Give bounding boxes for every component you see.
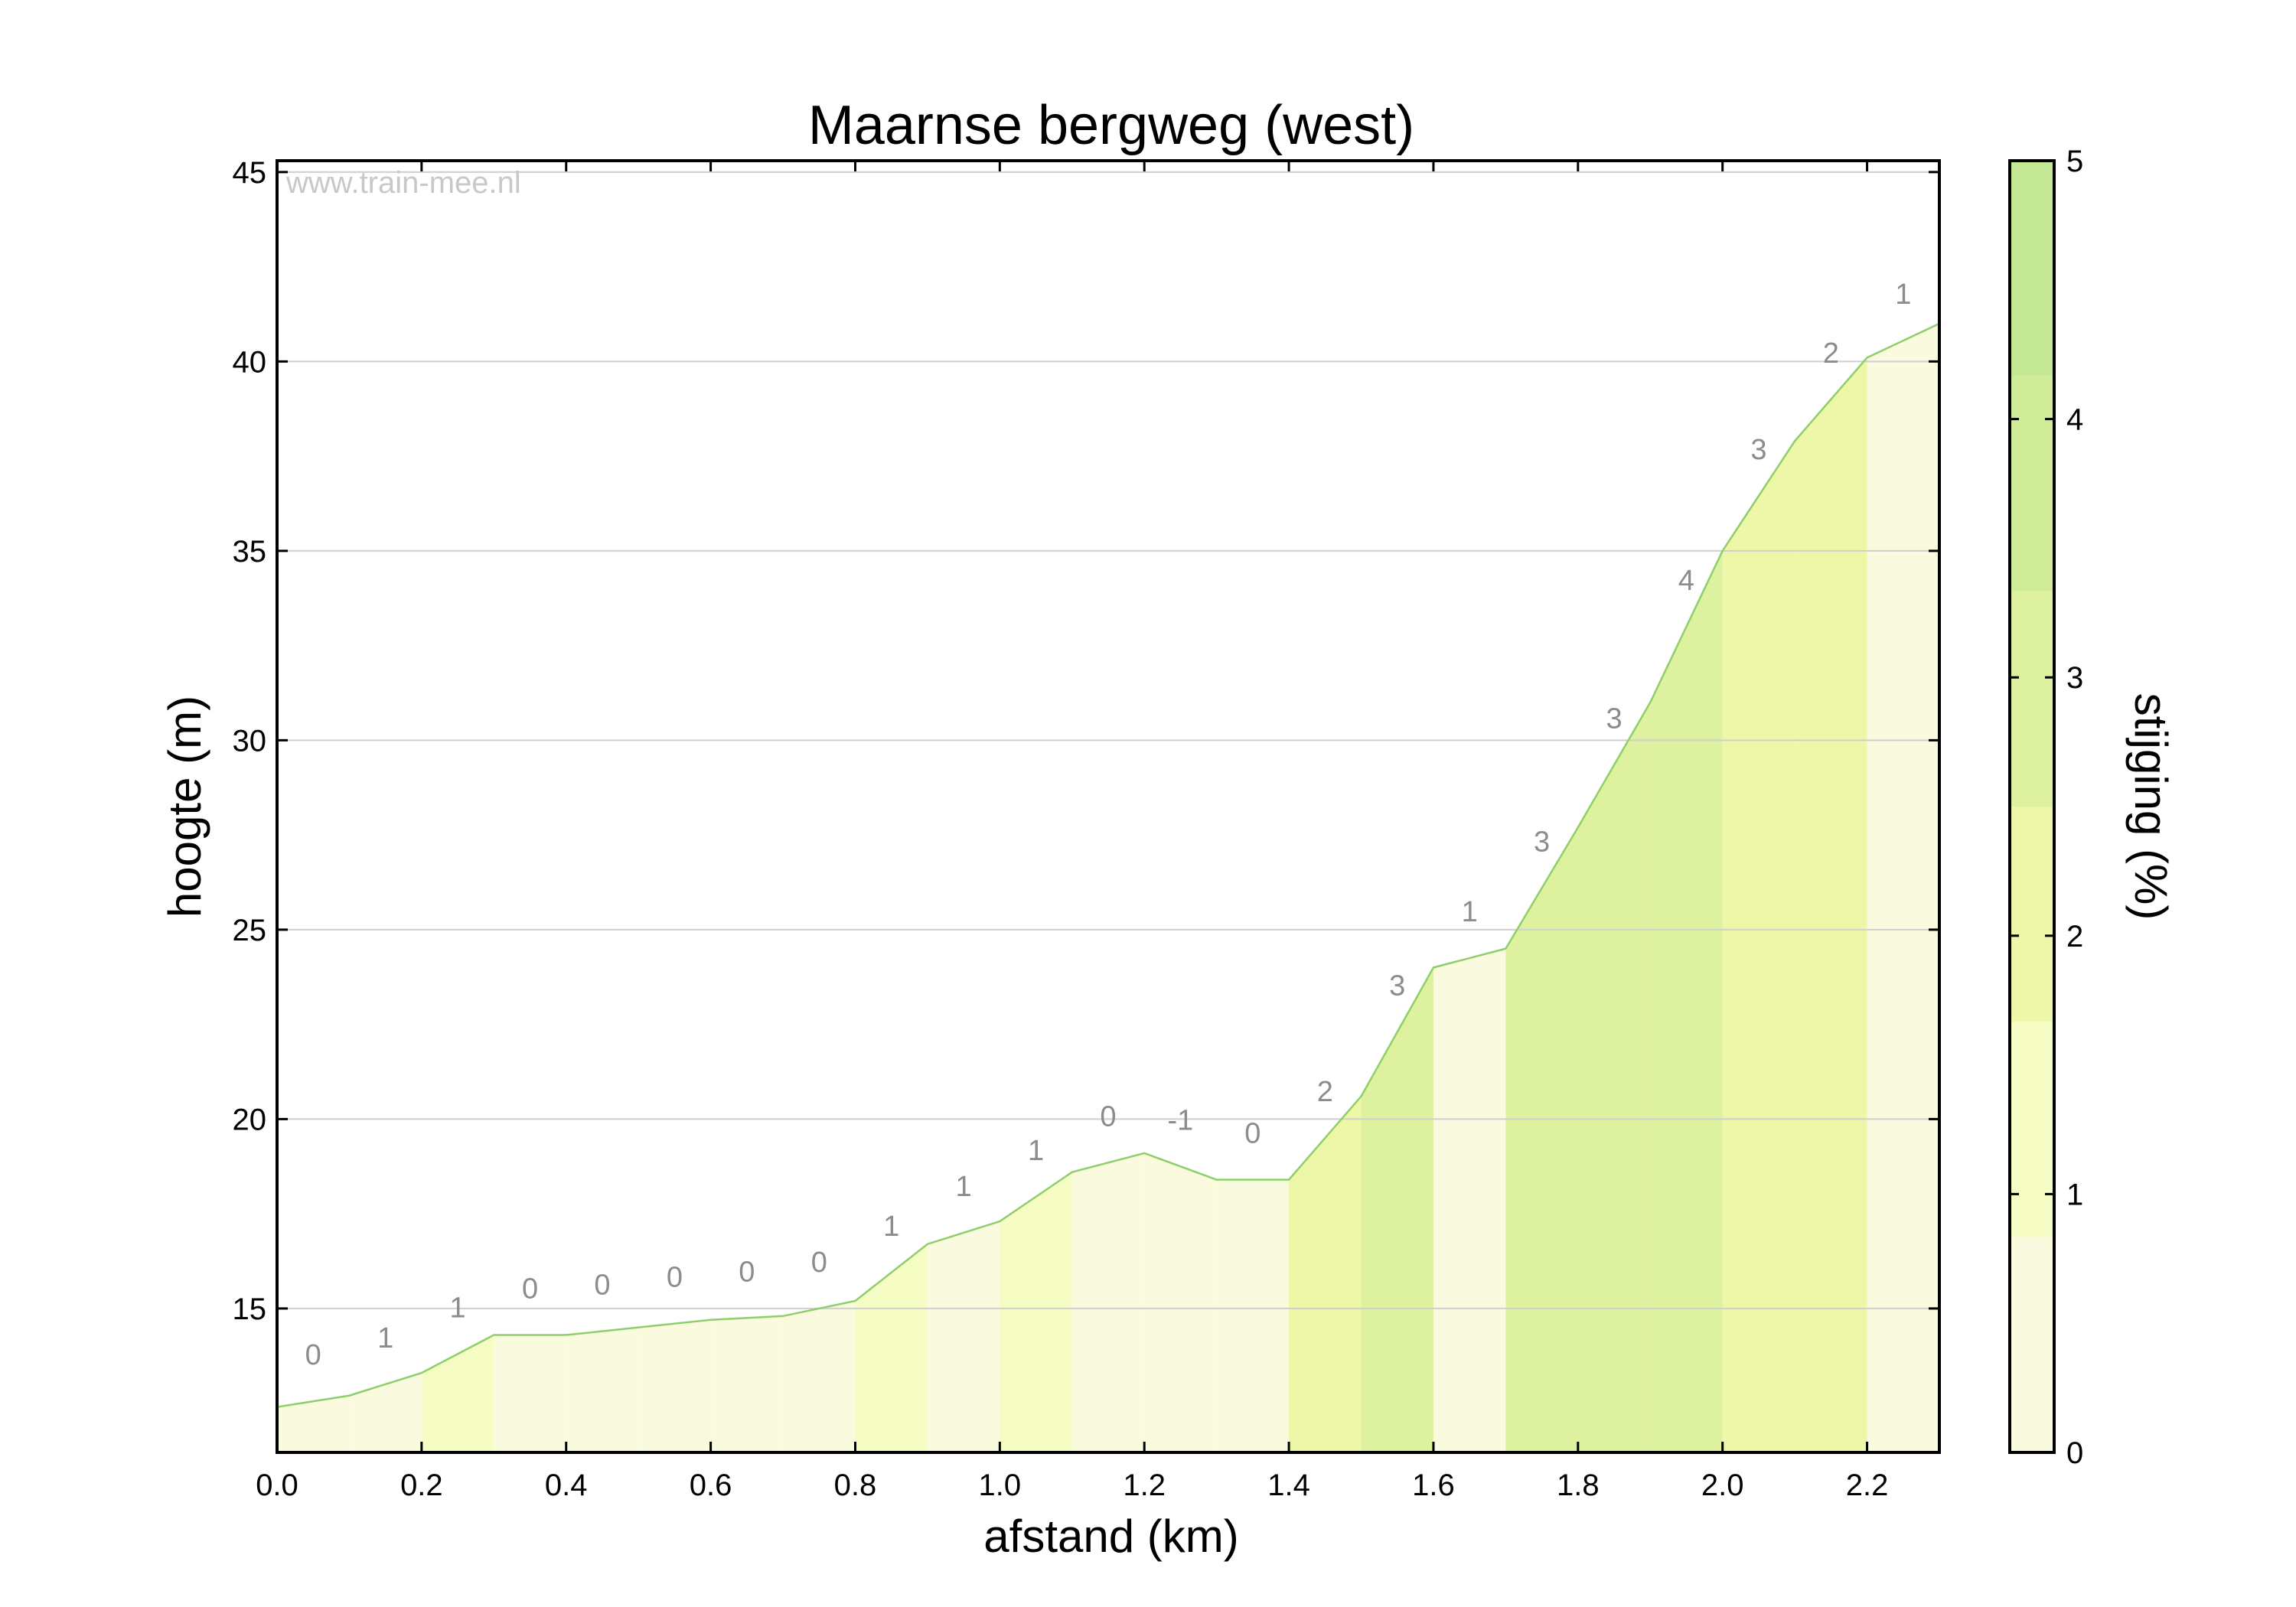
x-axis-label: afstand (km) (983, 1511, 1238, 1562)
colorbar-tick-label: 0 (2066, 1436, 2083, 1470)
grade-label: 1 (1895, 279, 1911, 311)
y-tick-label: 40 (233, 345, 267, 379)
grade-label: 1 (450, 1292, 466, 1324)
grade-label: 0 (811, 1247, 827, 1279)
y-tick-label: 30 (233, 724, 267, 758)
grade-labels: 0 1 1 0 0 0 0 0 1 1 1 0 -1 0 2 3 1 3 3 4 3 2 1 (305, 279, 1912, 1371)
grade-segment (927, 1221, 1000, 1452)
x-tick-label: 0.0 (256, 1468, 298, 1502)
y-tick-label: 20 (233, 1103, 267, 1136)
grade-label: 3 (1750, 434, 1766, 466)
y-tick-label: 25 (233, 914, 267, 947)
grade-label: 1 (956, 1171, 972, 1203)
chart-title: Maarnse bergweg (west) (808, 95, 1414, 156)
grade-segment (1000, 1172, 1072, 1452)
grade-segment (1650, 550, 1723, 1452)
grid-lines (277, 171, 1939, 1309)
y-axis-label: hoogte (m) (159, 696, 210, 918)
grade-segment (1505, 827, 1578, 1452)
y-tick-label: 15 (233, 1292, 267, 1326)
grade-label: 1 (1028, 1135, 1044, 1167)
x-tick-label: 0.2 (400, 1468, 443, 1502)
colorbar-band (2010, 591, 2054, 807)
colorbar-tick-label: 5 (2066, 145, 2083, 178)
y-tick-label: 45 (233, 156, 267, 190)
grade-segment (494, 1335, 566, 1452)
grade-label: 0 (667, 1262, 683, 1294)
plot-frame (276, 159, 1941, 1454)
x-tick-label: 0.6 (690, 1468, 732, 1502)
x-tick-label: 0.8 (834, 1468, 877, 1502)
grade-label: 1 (1462, 896, 1478, 928)
grade-segment (1433, 948, 1506, 1452)
colorbar-tick-label: 2 (2066, 920, 2083, 953)
elevation-profile-line (276, 322, 1940, 1408)
colorbar-label: stijging (%) (2125, 693, 2177, 921)
grade-label: 3 (1606, 703, 1622, 735)
grade-label: 1 (377, 1322, 393, 1354)
y-tick-label: 35 (233, 535, 267, 569)
grade-label: 0 (594, 1270, 610, 1302)
grade-label: 0 (1100, 1100, 1116, 1133)
x-tick-label: 1.6 (1412, 1468, 1455, 1502)
colorbar-band (2010, 1022, 2054, 1237)
grade-label: 3 (1534, 826, 1550, 858)
grade-segment (1361, 967, 1433, 1452)
x-tick-label: 2.0 (1701, 1468, 1744, 1502)
colorbar-band (2010, 807, 2054, 1022)
grade-label: 0 (522, 1273, 538, 1305)
grade-label: -1 (1168, 1104, 1194, 1136)
grade-segment (1216, 1179, 1290, 1452)
watermark: www.train-mee.nl (285, 166, 521, 200)
colorbar-tick-label: 3 (2066, 661, 2083, 695)
grade-segment (1577, 702, 1651, 1452)
grade-label: 4 (1678, 565, 1694, 597)
colorbar-band (2010, 1237, 2054, 1452)
grade-label: 3 (1389, 970, 1405, 1002)
grade-segment (638, 1319, 711, 1452)
grade-segment (783, 1300, 856, 1452)
grade-segment (421, 1335, 494, 1452)
colorbar: 0 1 2 3 4 5 (2008, 145, 2083, 1470)
x-tick-label: 2.2 (1846, 1468, 1889, 1502)
grade-label: 0 (739, 1256, 755, 1288)
grade-segment (1795, 357, 1867, 1453)
grade-segment (1071, 1152, 1145, 1452)
grade-label: 2 (1317, 1076, 1333, 1108)
grade-segment (1867, 323, 1939, 1452)
grade-fill-segments (277, 323, 1939, 1453)
colorbar-frame (2008, 159, 2056, 1454)
grade-segment (1289, 1096, 1362, 1452)
colorbar-band (2010, 376, 2054, 592)
grade-label: 1 (883, 1211, 899, 1243)
x-tick-label: 1.4 (1267, 1468, 1310, 1502)
colorbar-tick-label: 1 (2066, 1178, 2083, 1211)
grade-label: 0 (305, 1339, 321, 1371)
x-tick-label: 1.2 (1123, 1468, 1166, 1502)
grade-segment (710, 1315, 784, 1452)
grade-label: 2 (1823, 337, 1839, 370)
grade-segment (1144, 1152, 1217, 1452)
x-axis: 0.0 0.2 0.4 0.6 0.8 1.0 1.2 1.4 1.6 1.8 2.0 2.2 (256, 161, 1888, 1502)
grade-segment (566, 1327, 639, 1452)
x-tick-label: 1.8 (1557, 1468, 1600, 1502)
colorbar-band (2010, 161, 2054, 376)
grade-label: 0 (1244, 1118, 1261, 1150)
x-tick-label: 1.0 (979, 1468, 1022, 1502)
grade-segment (349, 1373, 422, 1452)
x-tick-label: 0.4 (545, 1468, 588, 1502)
grade-segment (855, 1244, 928, 1452)
grade-segment (277, 1395, 350, 1452)
colorbar-tick-label: 4 (2066, 403, 2083, 437)
grade-segment (1722, 441, 1795, 1453)
